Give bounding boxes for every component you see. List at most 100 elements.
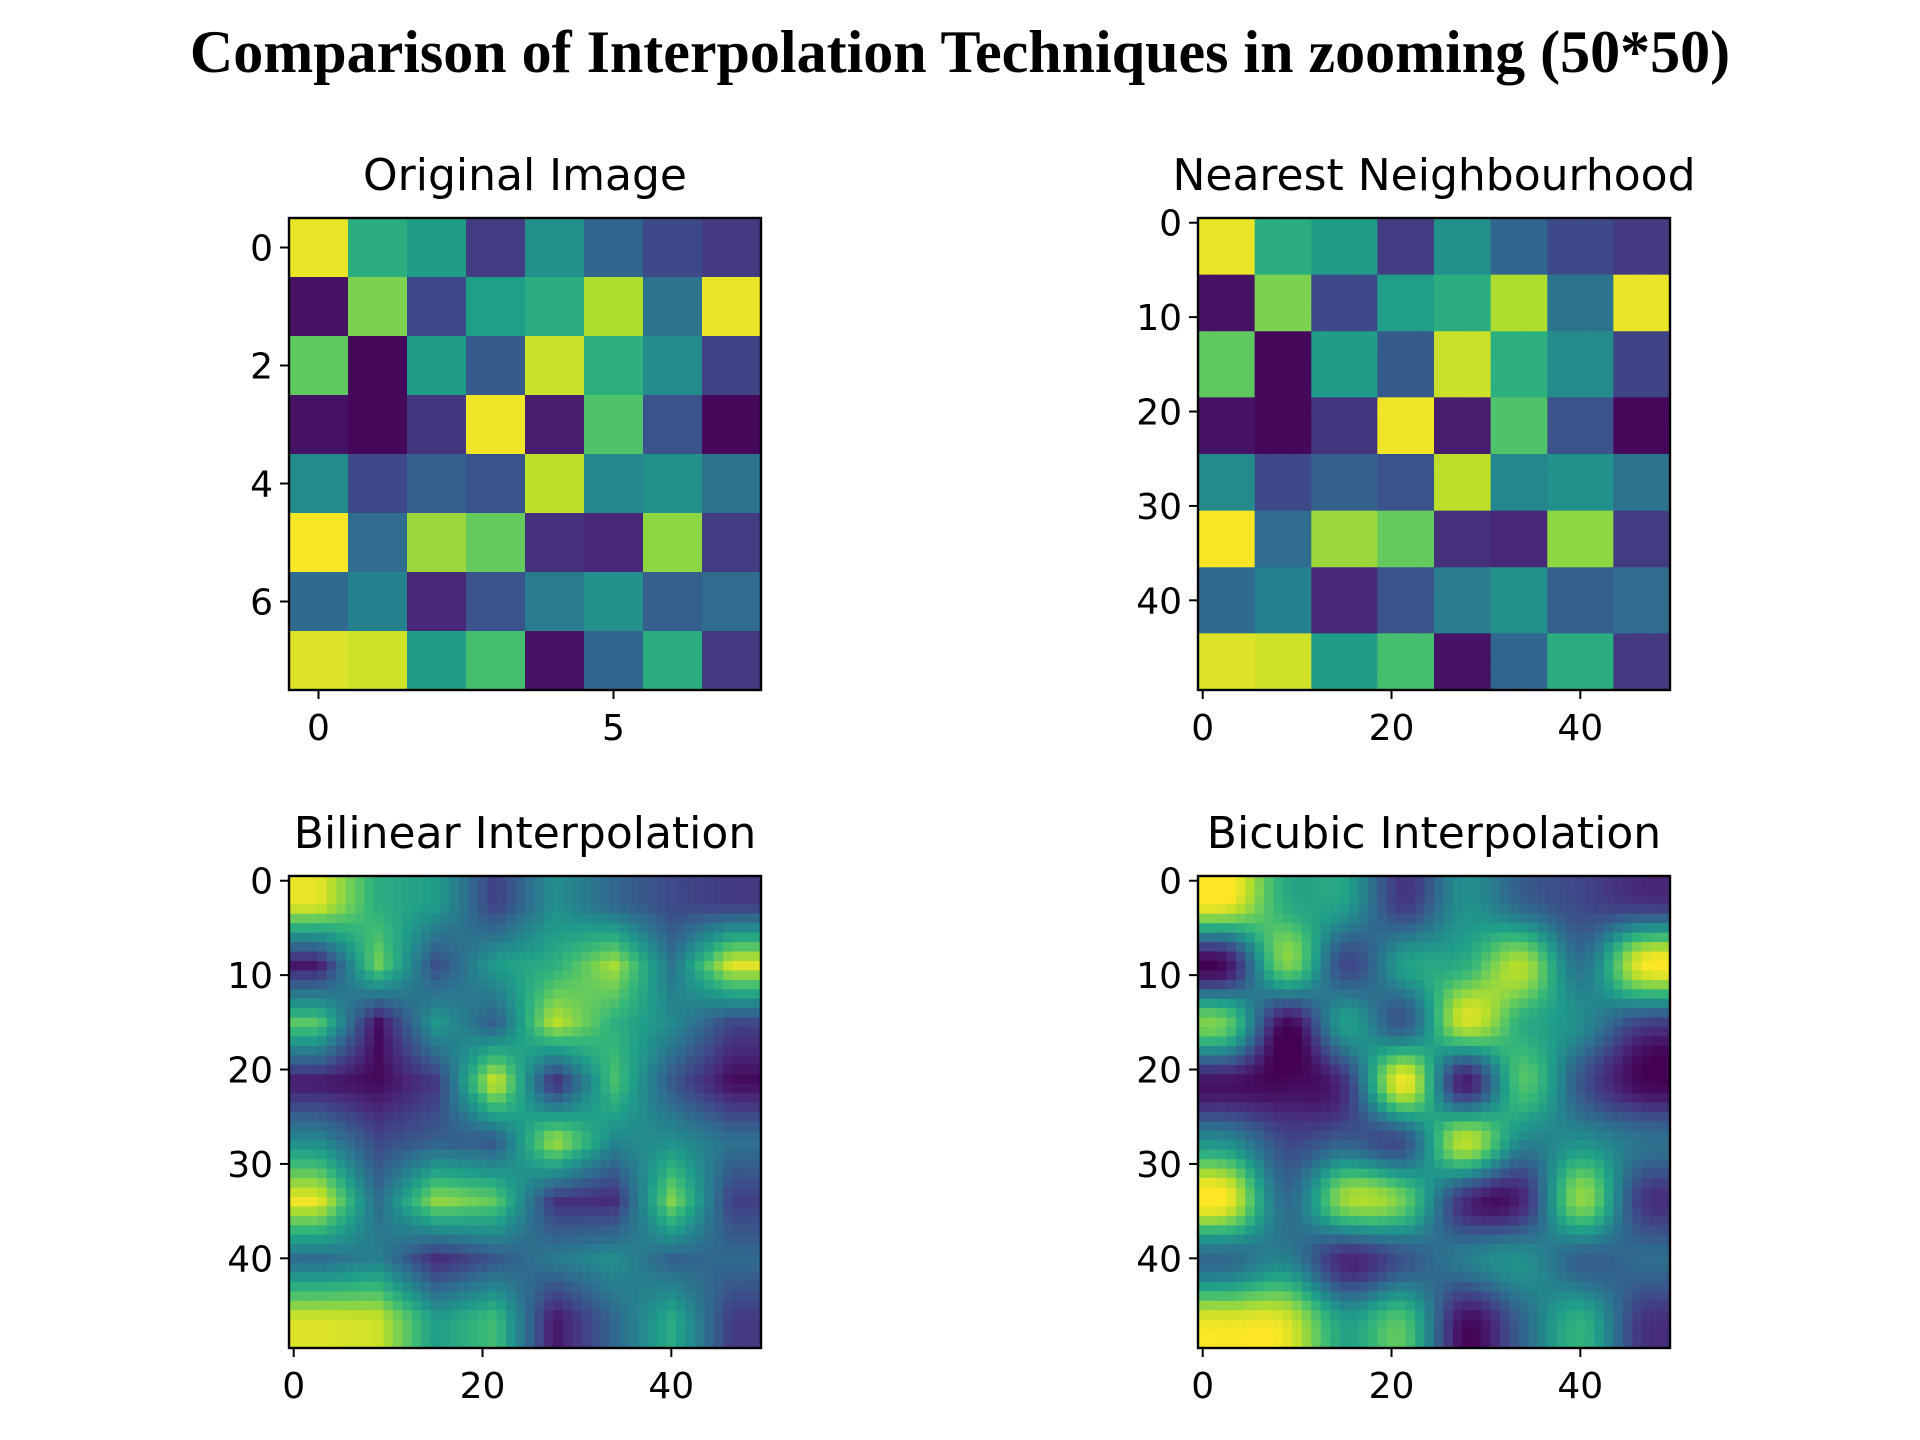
heatmap-cell — [383, 1272, 394, 1283]
heatmap-cell — [1566, 557, 1577, 568]
heatmap-cell — [1415, 557, 1426, 568]
heatmap-cell — [1254, 227, 1265, 238]
heatmap-cell — [1594, 557, 1605, 568]
heatmap-cell — [506, 1074, 517, 1085]
heatmap-cell — [1358, 623, 1369, 634]
heatmap-cell — [713, 932, 724, 943]
heatmap-cell — [723, 923, 734, 934]
heatmap-cell — [1481, 416, 1492, 427]
heatmap-cell — [383, 1017, 394, 1028]
heatmap-cell — [525, 1196, 536, 1207]
heatmap-cell — [458, 904, 469, 915]
heatmap-cell — [1367, 501, 1378, 512]
heatmap-cell — [1254, 501, 1265, 512]
heatmap-cell — [1443, 218, 1454, 229]
heatmap-cell — [411, 1187, 422, 1198]
heatmap-cell — [1330, 633, 1341, 644]
heatmap-cell — [1198, 397, 1209, 408]
heatmap-cell — [1443, 284, 1454, 295]
heatmap-cell — [383, 932, 394, 943]
heatmap-cell — [1405, 482, 1416, 493]
heatmap-cell — [1528, 482, 1539, 493]
heatmap-cell — [657, 1055, 668, 1066]
heatmap-cell — [487, 1215, 498, 1226]
heatmap-cell — [506, 1225, 517, 1236]
heatmap-cell — [685, 932, 696, 943]
heatmap-cell — [421, 989, 432, 1000]
heatmap-cell — [525, 1149, 536, 1160]
heatmap-cell — [572, 1206, 583, 1217]
heatmap-cell — [383, 1234, 394, 1245]
heatmap-cell — [647, 1112, 658, 1123]
heatmap-cell — [1509, 671, 1520, 682]
heatmap-cell — [477, 1112, 488, 1123]
heatmap-cell — [1311, 406, 1322, 417]
heatmap-cell — [1556, 642, 1567, 653]
heatmap-cell — [1226, 482, 1237, 493]
heatmap-cell — [1641, 642, 1652, 653]
heatmap-cell — [449, 1055, 460, 1066]
heatmap-cell — [657, 989, 668, 1000]
heatmap-cell — [440, 1008, 451, 1019]
heatmap-cell — [619, 1300, 630, 1311]
heatmap-cell — [458, 1253, 469, 1264]
heatmap-cell — [430, 998, 441, 1009]
heatmap-cell — [515, 979, 526, 990]
heatmap-cell — [657, 1064, 668, 1075]
heatmap-cell — [1292, 482, 1303, 493]
heatmap-cell — [355, 942, 366, 953]
heatmap-cell — [647, 1234, 658, 1245]
heatmap-cell — [307, 1017, 318, 1028]
heatmap-cell — [581, 1055, 592, 1066]
heatmap-cell — [628, 1234, 639, 1245]
heatmap-cell — [307, 923, 318, 934]
heatmap-cell — [1358, 397, 1369, 408]
heatmap-cell — [1622, 378, 1633, 389]
heatmap-cell — [751, 951, 762, 962]
heatmap-cell — [694, 1130, 705, 1141]
heatmap-cell — [676, 894, 687, 905]
heatmap-cell — [487, 1253, 498, 1264]
heatmap-cell — [1235, 529, 1246, 540]
heatmap-cell — [543, 913, 554, 924]
heatmap-cell — [1481, 435, 1492, 446]
heatmap-cell — [1405, 397, 1416, 408]
heatmap-cell — [553, 1253, 564, 1264]
heatmap-cell — [458, 1225, 469, 1236]
heatmap-cell — [430, 1055, 441, 1066]
heatmap-cell — [1405, 387, 1416, 398]
heatmap-cell — [676, 970, 687, 981]
heatmap-cell — [1207, 605, 1218, 616]
heatmap-cell — [506, 951, 517, 962]
heatmap-cell — [600, 1263, 611, 1274]
heatmap-cell — [591, 1263, 602, 1274]
heatmap-cell — [647, 913, 658, 924]
heatmap-cell — [1452, 227, 1463, 238]
heatmap-cell — [1301, 331, 1312, 342]
heatmap-cell — [553, 979, 564, 990]
heatmap-cell — [1226, 614, 1237, 625]
heatmap-cell — [411, 1064, 422, 1075]
heatmap-cell — [562, 1130, 573, 1141]
heatmap-cell — [581, 1093, 592, 1104]
heatmap-cell — [1386, 482, 1397, 493]
heatmap-cell — [1434, 416, 1445, 427]
heatmap-cell — [421, 1319, 432, 1330]
heatmap-cell — [1405, 652, 1416, 663]
heatmap-cell — [1292, 614, 1303, 625]
heatmap-cell — [751, 932, 762, 943]
heatmap-cell — [468, 1102, 479, 1113]
heatmap-cell — [1585, 265, 1596, 276]
heatmap-cell — [694, 1112, 705, 1123]
heatmap-cell — [742, 904, 753, 915]
heatmap-cell — [515, 1234, 526, 1245]
heatmap-cell — [1622, 350, 1633, 361]
heatmap-cell — [1226, 387, 1237, 398]
heatmap-cell — [1613, 586, 1624, 597]
heatmap-cell — [1575, 586, 1586, 597]
heatmap-cell — [515, 1074, 526, 1085]
heatmap-cell — [1556, 444, 1567, 455]
heatmap-cell — [421, 970, 432, 981]
heatmap-cell — [694, 1234, 705, 1245]
heatmap-cell — [1358, 463, 1369, 474]
